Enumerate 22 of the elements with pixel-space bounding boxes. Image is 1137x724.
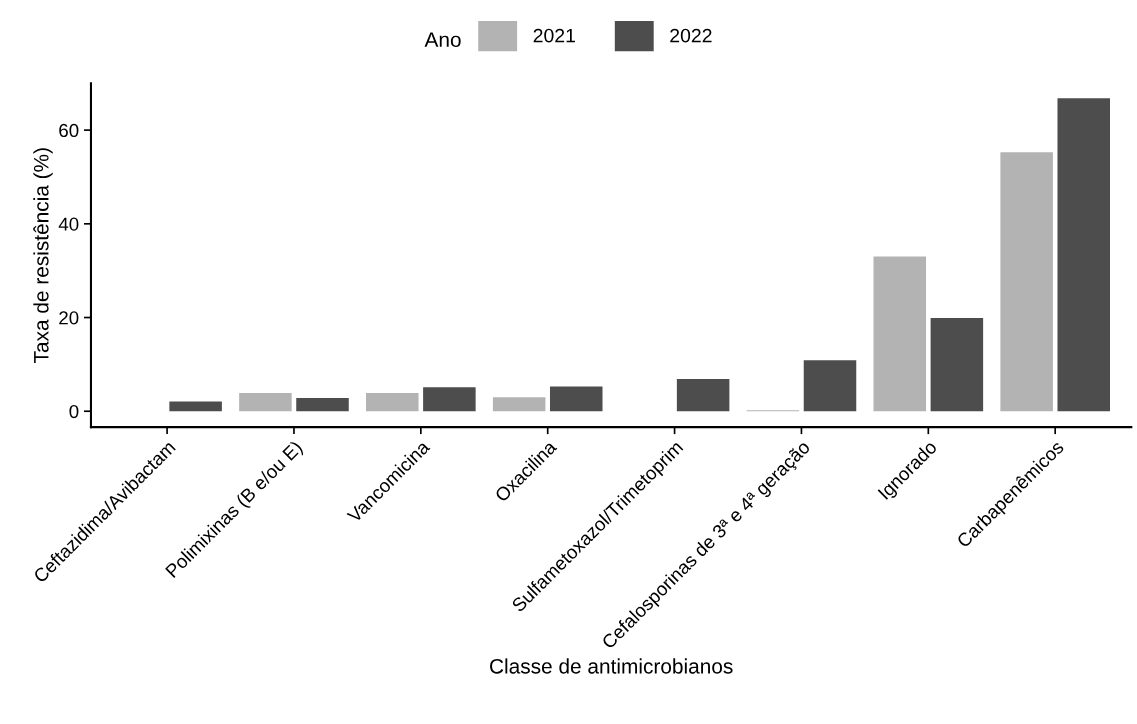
legend-label: 2022 xyxy=(670,28,712,43)
bar xyxy=(492,397,546,412)
bar xyxy=(930,317,984,412)
legend-label: 2021 xyxy=(533,28,575,43)
bar xyxy=(239,392,292,412)
y-tick-label: 20 xyxy=(59,311,79,325)
y-tick-label: 40 xyxy=(58,217,79,231)
bar xyxy=(423,387,476,412)
y-tick-label: 60 xyxy=(59,123,79,138)
bar xyxy=(1057,98,1110,412)
x-axis-title: Classe de antimicrobianos xyxy=(490,658,733,674)
bar xyxy=(1000,152,1053,412)
bar xyxy=(549,386,603,412)
y-axis-title: Taxa de resistência (%) xyxy=(33,148,53,363)
y-tick-label: 0 xyxy=(69,404,79,419)
bar xyxy=(873,256,927,412)
bar xyxy=(803,360,857,412)
bar xyxy=(169,401,222,412)
legend-title: Ano xyxy=(424,32,461,48)
bar xyxy=(366,392,419,412)
bar xyxy=(676,378,730,412)
bar xyxy=(296,398,349,412)
